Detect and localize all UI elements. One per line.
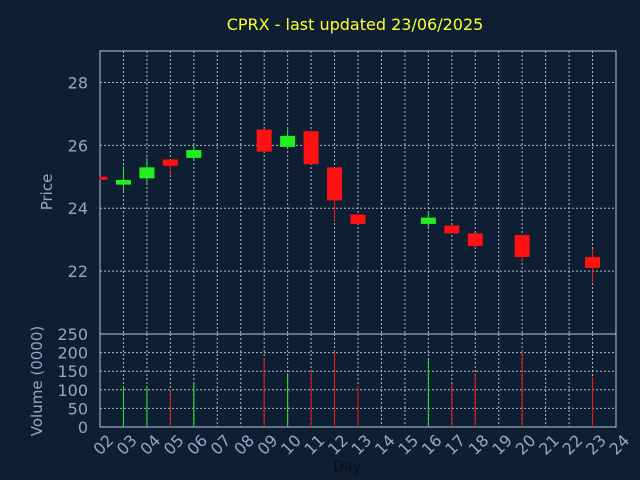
candle-body: [585, 256, 601, 268]
candle-body: [162, 159, 178, 166]
volume-tick-label: 150: [57, 362, 88, 381]
candle-body: [100, 176, 108, 180]
candle-body: [467, 233, 483, 246]
chart-title: CPRX - last updated 23/06/2025: [227, 15, 484, 34]
price-panel: 22 24 26 28: [68, 50, 617, 335]
candle-body: [350, 214, 366, 224]
candle-body: [420, 217, 436, 224]
candle-body: [139, 167, 155, 179]
candle-body: [444, 225, 460, 234]
price-tick-label: 22: [68, 262, 88, 281]
candle-body: [327, 167, 343, 201]
candle-body: [303, 131, 319, 165]
price-tick-label: 24: [68, 199, 88, 218]
candle-body: [186, 150, 202, 158]
x-axis-label: Day: [333, 459, 361, 475]
candle-body: [514, 234, 530, 257]
volume-tick-label: 200: [57, 344, 88, 363]
volume-tick-label: 0: [78, 418, 88, 437]
volume-tick-label: 100: [57, 381, 88, 400]
x-axis: 0203040506070809101112131415161718192021…: [89, 431, 633, 459]
candle-body: [256, 129, 272, 152]
x-tick-label: 24: [605, 431, 633, 459]
volume-tick-label: 250: [57, 325, 88, 344]
volume-axis-label: Volume (0000): [28, 326, 46, 436]
price-axis-label: Price: [38, 174, 56, 211]
price-tick-label: 28: [68, 73, 88, 92]
volume-tick-label: 50: [68, 399, 88, 418]
candle-body: [115, 179, 131, 185]
price-tick-label: 26: [68, 136, 88, 155]
candle-body: [280, 135, 296, 147]
